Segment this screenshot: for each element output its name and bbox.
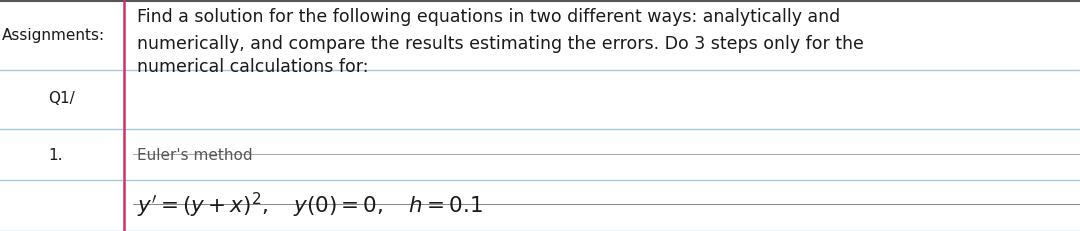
Text: numerical calculations for:: numerical calculations for: bbox=[137, 58, 368, 76]
Text: $y' = (y + x)^2, \quad y(0) = 0, \quad h = 0.1$: $y' = (y + x)^2, \quad y(0) = 0, \quad h… bbox=[137, 190, 483, 219]
Text: numerically, and compare the results estimating the errors. Do 3 steps only for : numerically, and compare the results est… bbox=[137, 35, 864, 53]
Text: Q1/: Q1/ bbox=[49, 91, 76, 106]
Text: 1.: 1. bbox=[49, 147, 63, 162]
Text: Assignments:: Assignments: bbox=[2, 28, 105, 43]
Text: Find a solution for the following equations in two different ways: analytically : Find a solution for the following equati… bbox=[137, 8, 840, 26]
Text: Euler's method: Euler's method bbox=[137, 147, 253, 162]
